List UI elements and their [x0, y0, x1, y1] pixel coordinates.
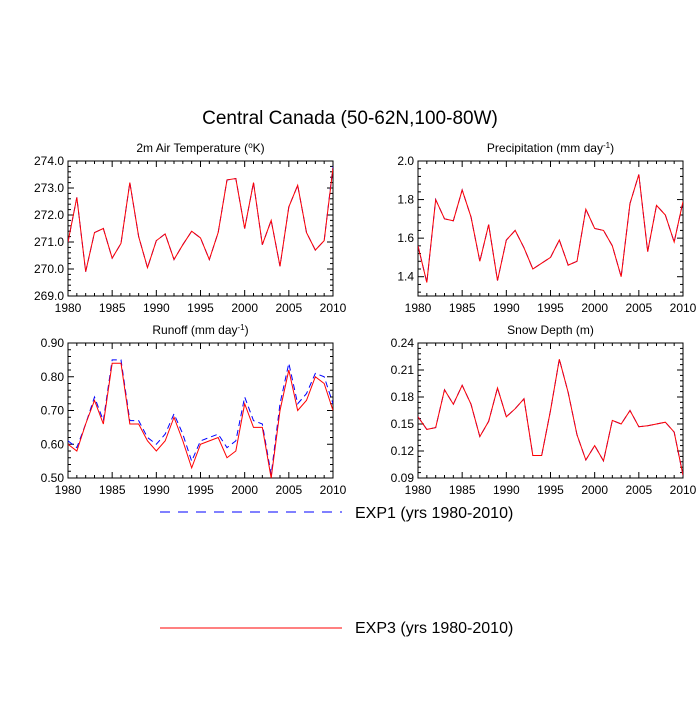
- x-tick-label: 2000: [231, 483, 258, 497]
- plot-frame-runoff: [67, 342, 334, 479]
- plot-frame-air-temperature: [67, 160, 334, 297]
- x-tick-label: 1995: [187, 301, 214, 315]
- panels: 2m Air Temperature (oK) 1980 1985 1990 1995 2…: [34, 141, 697, 498]
- y-tick-label: 0.15: [391, 417, 415, 431]
- y-tick-label: 271.0: [34, 235, 64, 249]
- panel-runoff: Runoff (mm day-1) 1980 1985 1990 1995 2000 200…: [41, 323, 347, 498]
- legend: EXP1 (yrs 1980-2010) EXP3 (yrs 1980-2010…: [160, 505, 513, 637]
- panel-title-snow-depth: Snow Depth (m): [507, 323, 594, 337]
- x-tick-label: 1980: [55, 301, 82, 315]
- x-tick-label: 1995: [537, 483, 564, 497]
- panel-title-runoff: Runoff (mm day-1): [152, 323, 248, 338]
- y-tick-label: 0.90: [41, 336, 65, 350]
- series-line-exp3: [68, 362, 333, 479]
- x-tick-label: 1985: [449, 483, 476, 497]
- y-tick-label: 274.0: [34, 154, 64, 168]
- x-tick-label: 1990: [493, 483, 520, 497]
- y-tick-label: 0.09: [391, 471, 415, 485]
- figure-title: Central Canada (50-62N,100-80W): [202, 108, 498, 129]
- y-tick-label: 269.0: [34, 289, 64, 303]
- legend-entry-exp3: EXP3 (yrs 1980-2010): [160, 620, 513, 637]
- series-line-exp1: [68, 166, 333, 272]
- legend-label-exp1: EXP1 (yrs 1980-2010): [355, 505, 513, 522]
- series-line-exp1: [418, 359, 683, 476]
- y-tick-label: 1.8: [397, 193, 414, 207]
- series-line-exp3: [418, 174, 683, 283]
- series-line-exp3: [418, 359, 683, 476]
- x-tick-label: 2010: [670, 301, 697, 315]
- x-tick-label: 1980: [55, 483, 82, 497]
- x-tick-label: 2005: [275, 483, 302, 497]
- panel-title-precipitation: Precipitation (mm day-1): [487, 141, 614, 156]
- y-tick-label: 0.80: [41, 370, 65, 384]
- series-line-exp3: [68, 167, 333, 272]
- y-tick-label: 0.24: [391, 336, 415, 350]
- legend-label-exp3: EXP3 (yrs 1980-2010): [355, 620, 513, 637]
- y-tick-label: 270.0: [34, 262, 64, 276]
- y-tick-label: 273.0: [34, 181, 64, 195]
- x-tick-label: 1985: [449, 301, 476, 315]
- x-tick-label: 2005: [275, 301, 302, 315]
- series-line-exp1: [418, 174, 683, 283]
- x-tick-label: 2000: [581, 483, 608, 497]
- series-line-exp1: [68, 359, 333, 475]
- x-tick-label: 1980: [405, 301, 432, 315]
- x-tick-label: 1995: [187, 483, 214, 497]
- x-tick-label: 1990: [143, 483, 170, 497]
- panel-title-air-temperature: 2m Air Temperature (oK): [136, 141, 264, 156]
- y-tick-label: 0.18: [391, 390, 415, 404]
- panel-precipitation: Precipitation (mm day-1) 1980 1985 1990 1995…: [397, 141, 696, 316]
- plot-frame-precipitation: [417, 160, 684, 297]
- x-tick-label: 2010: [670, 483, 697, 497]
- x-tick-label: 2010: [320, 483, 347, 497]
- y-tick-label: 2.0: [397, 154, 414, 168]
- y-tick-label: 1.4: [397, 270, 414, 284]
- y-tick-label: 272.0: [34, 208, 64, 222]
- x-tick-label: 1980: [405, 483, 432, 497]
- y-tick-label: 0.21: [391, 363, 415, 377]
- x-tick-label: 2005: [625, 483, 652, 497]
- x-tick-label: 2005: [625, 301, 652, 315]
- x-tick-label: 2010: [320, 301, 347, 315]
- x-tick-label: 1985: [99, 301, 126, 315]
- panel-snow-depth: Snow Depth (m) 1980 1985 1990 1995 2000 2005 20…: [391, 323, 697, 497]
- x-tick-label: 2000: [231, 301, 258, 315]
- x-tick-label: 2000: [581, 301, 608, 315]
- x-tick-label: 1990: [493, 301, 520, 315]
- y-tick-label: 1.6: [397, 231, 414, 245]
- y-tick-label: 0.50: [41, 471, 65, 485]
- y-tick-label: 0.70: [41, 404, 65, 418]
- y-tick-label: 0.12: [391, 444, 415, 458]
- x-tick-label: 1985: [99, 483, 126, 497]
- x-tick-label: 1990: [143, 301, 170, 315]
- legend-entry-exp1: EXP1 (yrs 1980-2010): [160, 505, 513, 522]
- y-tick-label: 0.60: [41, 437, 65, 451]
- x-tick-label: 1995: [537, 301, 564, 315]
- panel-air-temperature: 2m Air Temperature (oK) 1980 1985 1990 1995 2…: [34, 141, 347, 316]
